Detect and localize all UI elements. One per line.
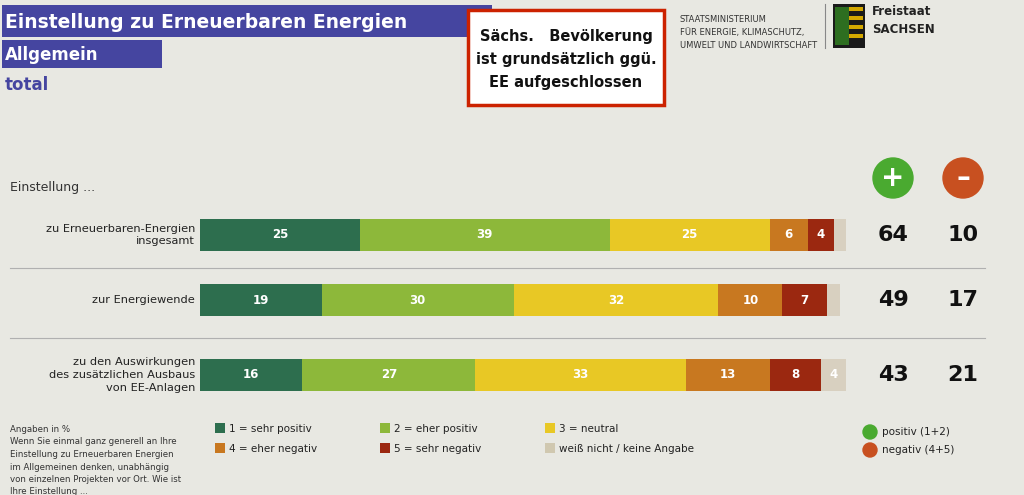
Circle shape	[863, 443, 877, 457]
Text: 10: 10	[742, 294, 759, 306]
FancyBboxPatch shape	[468, 10, 664, 105]
Bar	[475, 359, 686, 391]
Text: 19: 19	[253, 294, 269, 306]
Text: total: total	[5, 76, 49, 94]
Text: 17: 17	[947, 290, 979, 310]
Bar	[215, 423, 225, 433]
Text: 49: 49	[878, 290, 908, 310]
Bar	[380, 423, 390, 433]
Text: 4 = eher negativ: 4 = eher negativ	[229, 444, 317, 453]
Text: 13: 13	[720, 368, 736, 382]
Bar	[835, 25, 863, 29]
Text: –: –	[956, 164, 970, 192]
Bar	[545, 423, 555, 433]
Text: zu den Auswirkungen
des zusätzlichen Ausbaus
von EE-Anlagen: zu den Auswirkungen des zusätzlichen Aus…	[49, 357, 195, 393]
Bar	[835, 7, 863, 11]
Text: 7: 7	[801, 294, 809, 306]
Text: Einstellung zu Erneuerbaren Energien: Einstellung zu Erneuerbaren Energien	[5, 12, 408, 32]
Bar	[200, 284, 322, 316]
Bar	[782, 284, 827, 316]
Bar	[302, 359, 475, 391]
Text: STAATSMINISTERIUM
FÜR ENERGIE, KLIMASCHUTZ,
UMWELT UND LANDWIRTSCHAFT: STAATSMINISTERIUM FÜR ENERGIE, KLIMASCHU…	[680, 15, 817, 50]
Text: 10: 10	[947, 225, 979, 245]
Bar	[380, 443, 390, 453]
Text: Allgemein: Allgemein	[5, 46, 98, 64]
Text: 25: 25	[681, 229, 697, 242]
Bar	[200, 219, 360, 251]
FancyBboxPatch shape	[2, 5, 492, 37]
Text: 5 = sehr negativ: 5 = sehr negativ	[394, 444, 481, 453]
Text: Einstellung ...: Einstellung ...	[10, 182, 95, 195]
Text: 30: 30	[410, 294, 426, 306]
Text: 21: 21	[947, 365, 979, 385]
Circle shape	[943, 158, 983, 198]
Bar	[833, 4, 865, 48]
Text: 33: 33	[572, 368, 589, 382]
Text: 4: 4	[829, 368, 838, 382]
Bar	[770, 359, 821, 391]
Circle shape	[873, 158, 913, 198]
Text: zu Erneuerbaren-Energien
insgesamt: zu Erneuerbaren-Energien insgesamt	[46, 224, 195, 247]
Text: Angaben in %
Wenn Sie einmal ganz generell an Ihre
Einstellung zu Erneuerbaren E: Angaben in % Wenn Sie einmal ganz genere…	[10, 425, 181, 495]
Bar	[770, 219, 808, 251]
Text: 39: 39	[476, 229, 493, 242]
Bar	[360, 219, 609, 251]
Circle shape	[863, 425, 877, 439]
Text: 25: 25	[271, 229, 288, 242]
Text: Freistaat
SACHSEN: Freistaat SACHSEN	[872, 5, 935, 36]
Bar	[827, 284, 840, 316]
Text: 3 = neutral: 3 = neutral	[559, 424, 618, 434]
Bar	[215, 443, 225, 453]
Text: 8: 8	[792, 368, 800, 382]
Text: 1 = sehr positiv: 1 = sehr positiv	[229, 424, 311, 434]
Text: 6: 6	[784, 229, 793, 242]
Bar	[719, 284, 782, 316]
Text: positiv (1+2): positiv (1+2)	[882, 427, 950, 437]
Text: weiß nicht / keine Angabe: weiß nicht / keine Angabe	[559, 444, 694, 453]
Text: 27: 27	[381, 368, 397, 382]
Text: 16: 16	[243, 368, 259, 382]
Text: 4: 4	[817, 229, 825, 242]
Bar	[686, 359, 770, 391]
Bar	[821, 359, 847, 391]
Bar	[200, 359, 302, 391]
Bar	[835, 7, 849, 45]
Bar	[808, 219, 834, 251]
Text: 43: 43	[878, 365, 908, 385]
Bar	[514, 284, 719, 316]
Text: 32: 32	[608, 294, 624, 306]
Text: Sächs.   Bevölkerung
ist grundsätzlich ggü.
EE aufgeschlossen: Sächs. Bevölkerung ist grundsätzlich ggü…	[476, 29, 656, 90]
Text: zur Energiewende: zur Energiewende	[92, 295, 195, 305]
Bar	[834, 219, 847, 251]
Text: 2 = eher positiv: 2 = eher positiv	[394, 424, 477, 434]
Text: negativ (4+5): negativ (4+5)	[882, 445, 954, 455]
FancyBboxPatch shape	[2, 40, 162, 68]
Bar	[545, 443, 555, 453]
Bar	[835, 16, 863, 20]
Text: +: +	[882, 164, 904, 192]
Bar	[609, 219, 770, 251]
Text: 64: 64	[878, 225, 908, 245]
Bar	[322, 284, 514, 316]
Bar	[835, 34, 863, 38]
